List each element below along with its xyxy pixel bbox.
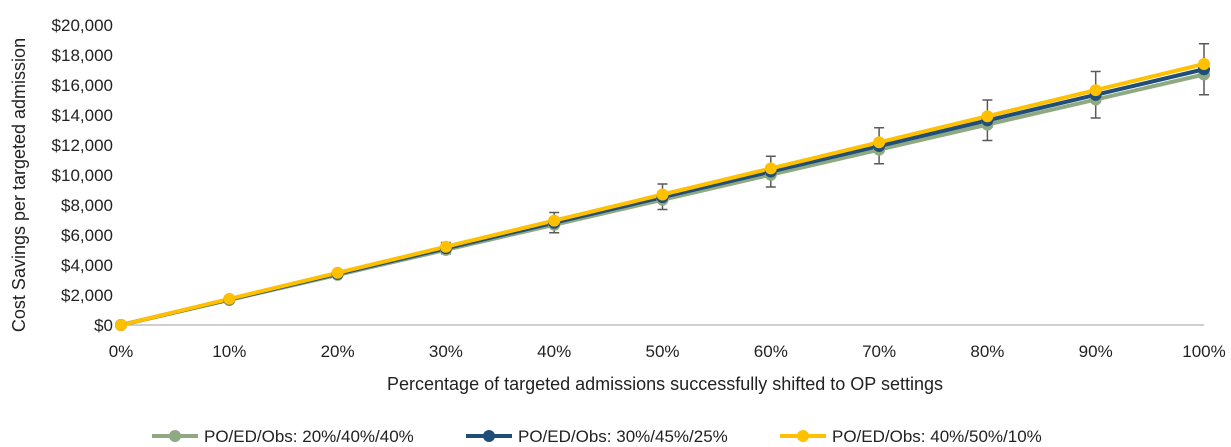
data-point-series-3	[115, 319, 127, 331]
y-tick-label: $12,000	[52, 136, 113, 155]
legend-label: PO/ED/Obs: 40%/50%/10%	[832, 427, 1042, 446]
y-tick-label: $2,000	[61, 286, 113, 305]
x-tick-label: 50%	[645, 342, 679, 361]
x-tick-label: 40%	[537, 342, 571, 361]
data-point-series-3	[1089, 84, 1102, 97]
data-point-series-3	[764, 162, 777, 175]
x-tick-label: 0%	[109, 342, 134, 361]
series-markers	[115, 58, 1210, 331]
x-tick-label: 90%	[1079, 342, 1113, 361]
data-point-series-3	[223, 292, 236, 305]
legend-label: PO/ED/Obs: 30%/45%/25%	[518, 427, 728, 446]
data-point-series-3	[656, 188, 669, 201]
y-axis-title: Cost Savings per targeted admission	[9, 38, 29, 332]
y-tick-label: $6,000	[61, 226, 113, 245]
data-point-series-3	[548, 214, 561, 227]
data-point-series-3	[331, 266, 344, 279]
legend-swatch-marker	[797, 430, 809, 442]
y-tick-label: $8,000	[61, 196, 113, 215]
x-tick-label: 80%	[970, 342, 1004, 361]
x-tick-label: 30%	[429, 342, 463, 361]
y-tick-label: $10,000	[52, 166, 113, 185]
x-tick-label: 20%	[321, 342, 355, 361]
legend-swatch-marker	[483, 430, 495, 442]
legend-swatch-marker	[169, 430, 181, 442]
data-point-series-3	[981, 110, 994, 123]
y-axis-tick-labels: $0 $2,000 $4,000 $6,000 $8,000 $10,000 $12,000…	[52, 16, 113, 335]
legend-label: PO/ED/Obs: 20%/40%/40%	[204, 427, 414, 446]
x-axis-title: Percentage of targeted admissions succes…	[387, 374, 943, 394]
data-point-series-3	[1198, 58, 1210, 70]
y-tick-label: $0	[94, 316, 113, 335]
x-tick-label: 70%	[862, 342, 896, 361]
x-tick-label: 60%	[754, 342, 788, 361]
y-tick-label: $16,000	[52, 76, 113, 95]
data-point-series-3	[873, 136, 886, 149]
x-tick-label: 100%	[1182, 342, 1225, 361]
data-point-series-3	[439, 240, 452, 253]
y-tick-label: $20,000	[52, 16, 113, 35]
y-tick-label: $18,000	[52, 46, 113, 65]
y-tick-label: $4,000	[61, 256, 113, 275]
error-bars	[224, 43, 1209, 302]
x-tick-label: 10%	[212, 342, 246, 361]
y-tick-label: $14,000	[52, 106, 113, 125]
x-axis-tick-labels: 0% 10% 20% 30% 40% 50% 60% 70% 80% 90% 100%	[109, 342, 1226, 361]
legend: PO/ED/Obs: 20%/40%/40% PO/ED/Obs: 30%/45%…	[152, 427, 1042, 446]
